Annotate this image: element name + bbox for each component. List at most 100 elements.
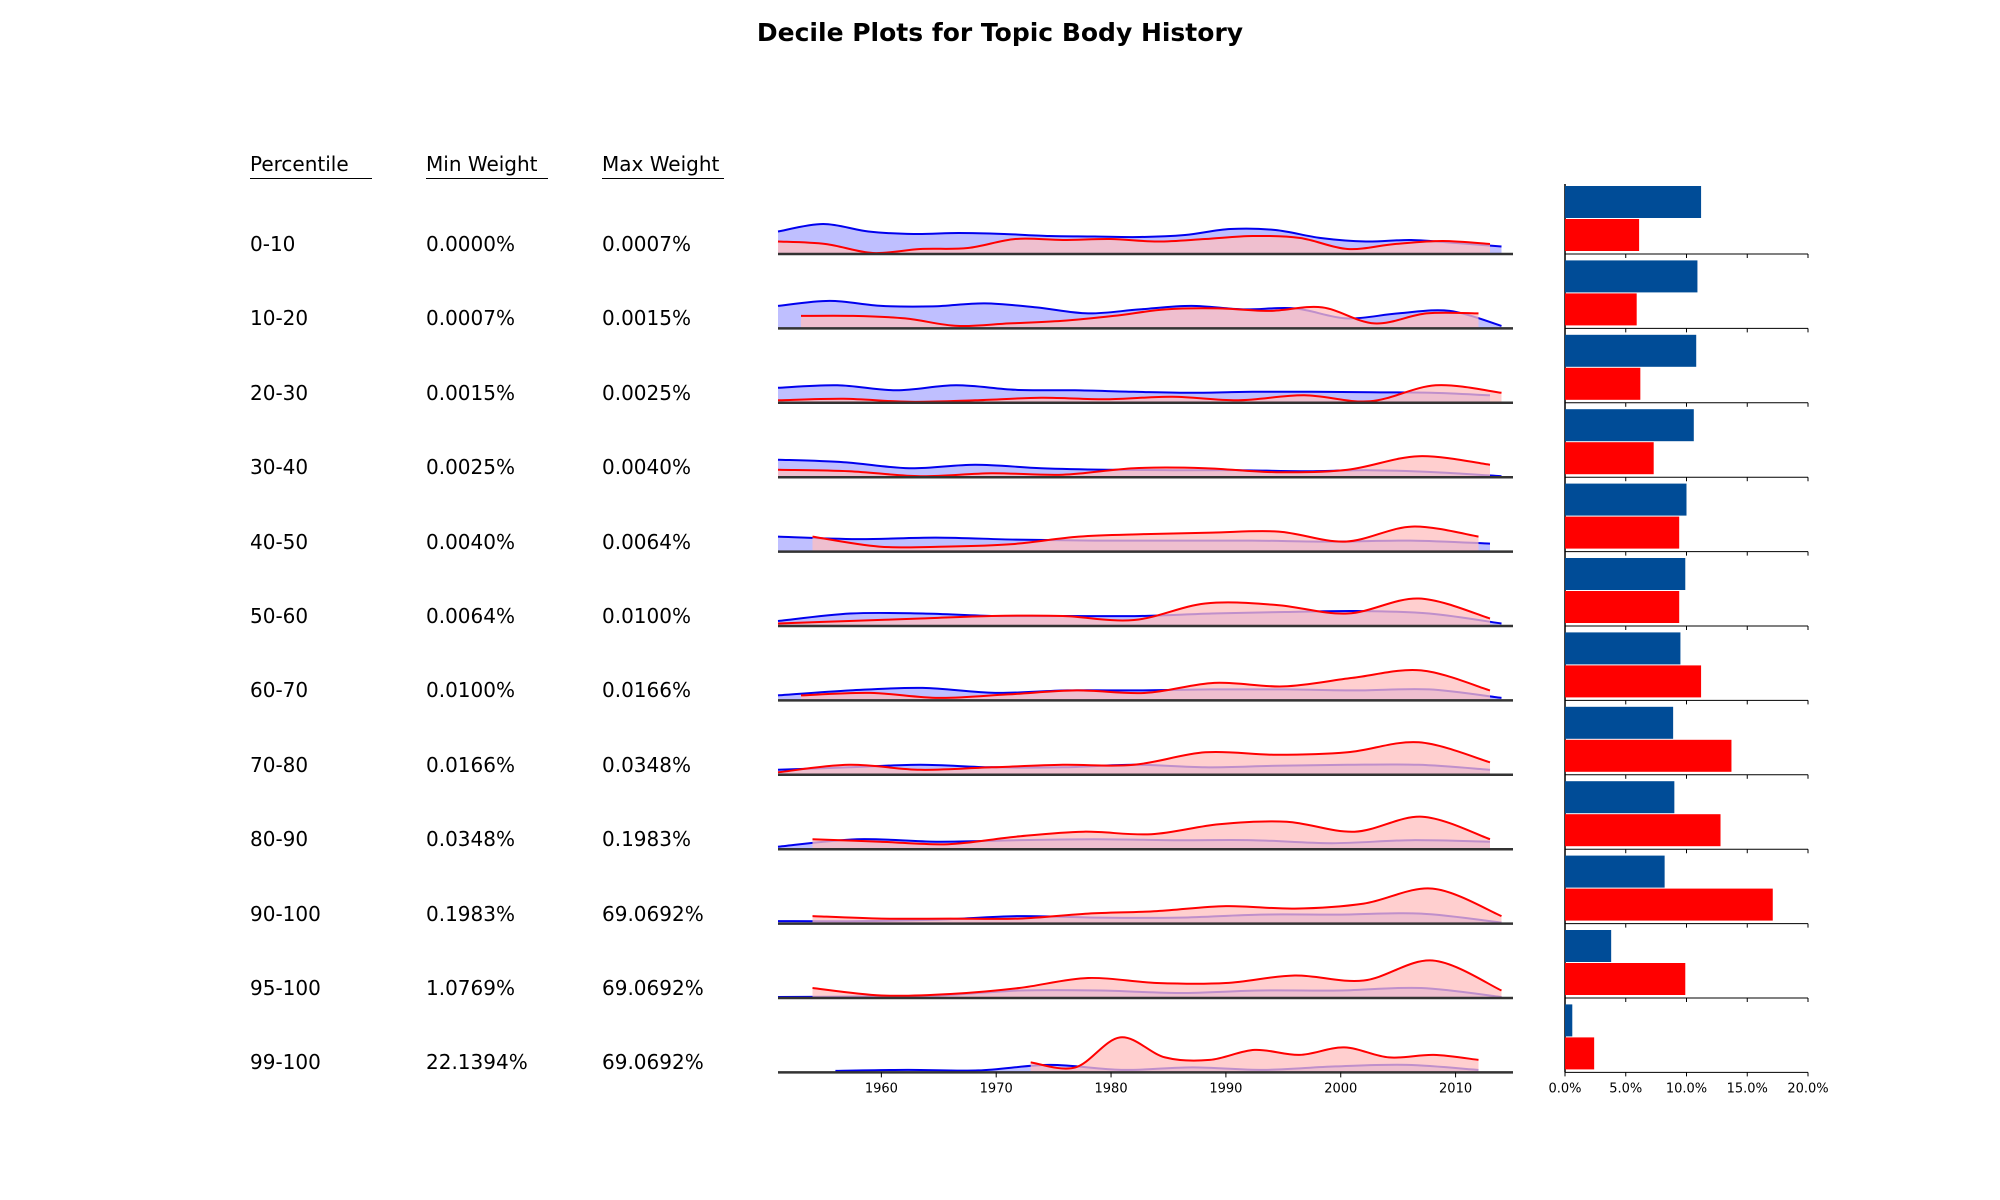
row-percentile: 70-80: [250, 752, 309, 777]
blue-density-line: [777, 299, 1502, 327]
blue-bar: [1565, 781, 1675, 814]
density-row: [778, 1036, 1513, 1074]
red-density-fill: [778, 742, 1490, 775]
chart-title: Decile Plots for Topic Body History: [756, 18, 1244, 47]
red-density-fill: [801, 670, 1490, 701]
row-min-weight: 0.0064%: [426, 604, 515, 628]
density-row: [777, 525, 1513, 553]
red-density-fill: [1030, 1037, 1479, 1073]
blue-density-line: [777, 384, 1491, 397]
red-density-line: [812, 959, 1502, 997]
blue-bar: [1565, 334, 1697, 367]
row-max-weight: 0.0064%: [602, 529, 691, 554]
row-min-weight: 0.0007%: [426, 306, 515, 331]
red-density-line: [800, 669, 1491, 699]
row-max-weight: 0.0015%: [602, 306, 691, 331]
red-bar: [1565, 293, 1637, 326]
row-max-weight: 0.0166%: [602, 678, 691, 703]
red-bar: [1565, 814, 1721, 847]
blue-bar: [1565, 632, 1681, 665]
red-bar: [1565, 739, 1732, 772]
row-percentile: 50-60: [250, 604, 309, 628]
red-bar: [1565, 888, 1773, 921]
red-density-fill: [801, 306, 1479, 329]
row-percentile: 90-100: [250, 901, 321, 926]
red-bar: [1565, 442, 1654, 475]
red-density-line: [800, 305, 1479, 328]
row-percentile: 95-100: [250, 976, 321, 1000]
percent-tick-label: 10.0%: [1666, 1081, 1707, 1096]
red-density-line: [812, 525, 1479, 549]
row-percentile: 99-100: [250, 1050, 321, 1075]
density-row: [777, 222, 1513, 256]
row-max-weight: 69.0692%: [602, 976, 704, 1000]
red-bar: [1565, 665, 1702, 698]
row-min-weight: 0.0025%: [426, 455, 515, 480]
row-max-weight: 0.0025%: [602, 380, 691, 405]
row-min-weight: 0.0166%: [426, 752, 515, 777]
percent-tick-label: 20.0%: [1787, 1081, 1828, 1096]
blue-bar: [1565, 260, 1698, 293]
red-density-line: [812, 815, 1491, 846]
row-min-weight: 22.1394%: [426, 1050, 528, 1075]
percent-tick-label: 15.0%: [1727, 1081, 1768, 1096]
percent-tick-label: 0.0%: [1548, 1081, 1581, 1096]
red-density-line: [1030, 1036, 1479, 1070]
red-density-fill: [778, 385, 1502, 403]
red-bar: [1565, 963, 1686, 995]
red-density-line: [777, 234, 1491, 255]
blue-bar: [1565, 706, 1674, 739]
percent-tick-label: 5.0%: [1609, 1081, 1642, 1096]
red-bar: [1565, 219, 1640, 251]
density-row: [777, 455, 1513, 479]
red-density-fill: [812, 526, 1479, 552]
year-tick-label: 1970: [980, 1081, 1013, 1096]
blue-bar: [1565, 483, 1687, 516]
row-min-weight: 0.0015%: [426, 380, 515, 405]
row-max-weight: 69.0692%: [602, 1050, 704, 1075]
density-row: [777, 887, 1513, 925]
blue-bar: [1565, 855, 1665, 888]
row-min-weight: 0.1983%: [426, 901, 515, 926]
row-max-weight: 0.0348%: [602, 752, 691, 777]
row-min-weight: 0.0040%: [426, 529, 515, 554]
blue-bar: [1565, 558, 1686, 590]
row-percentile: 60-70: [250, 678, 309, 703]
year-tick-label: 2000: [1324, 1081, 1357, 1096]
red-density-fill: [812, 960, 1502, 998]
density-row: [777, 384, 1513, 405]
blue-bar: [1565, 1004, 1573, 1037]
header-percentile: Percentile: [250, 152, 372, 179]
row-min-weight: 0.0100%: [426, 678, 515, 703]
row-min-weight: 1.0769%: [426, 976, 515, 1000]
density-row: [777, 959, 1513, 1000]
row-max-weight: 0.0100%: [602, 604, 691, 628]
red-density-line: [777, 455, 1491, 478]
header-min-weight: Min Weight: [426, 152, 548, 179]
blue-bar: [1565, 186, 1702, 218]
blue-density-line: [777, 222, 1502, 248]
row-percentile: 80-90: [250, 827, 309, 852]
row-min-weight: 0.0000%: [426, 232, 515, 256]
red-density-fill: [778, 598, 1490, 626]
density-row: [777, 741, 1513, 777]
row-percentile: 40-50: [250, 529, 309, 554]
density-row: [777, 669, 1513, 702]
row-percentile: 10-20: [250, 306, 309, 331]
row-percentile: 0-10: [250, 232, 296, 256]
header-max-weight: Max Weight: [602, 152, 724, 179]
year-tick-label: 1980: [1095, 1081, 1128, 1096]
density-row: [777, 815, 1513, 851]
red-density-fill: [812, 888, 1502, 924]
red-bar: [1565, 1037, 1595, 1070]
red-density-line: [777, 597, 1491, 625]
row-max-weight: 0.0040%: [602, 455, 691, 480]
year-tick-label: 1990: [1209, 1081, 1242, 1096]
red-density-line: [777, 741, 1491, 774]
row-max-weight: 69.0692%: [602, 901, 704, 926]
red-bar: [1565, 516, 1680, 549]
row-percentile: 30-40: [250, 455, 309, 480]
blue-bar: [1565, 930, 1612, 962]
row-min-weight: 0.0348%: [426, 827, 515, 852]
